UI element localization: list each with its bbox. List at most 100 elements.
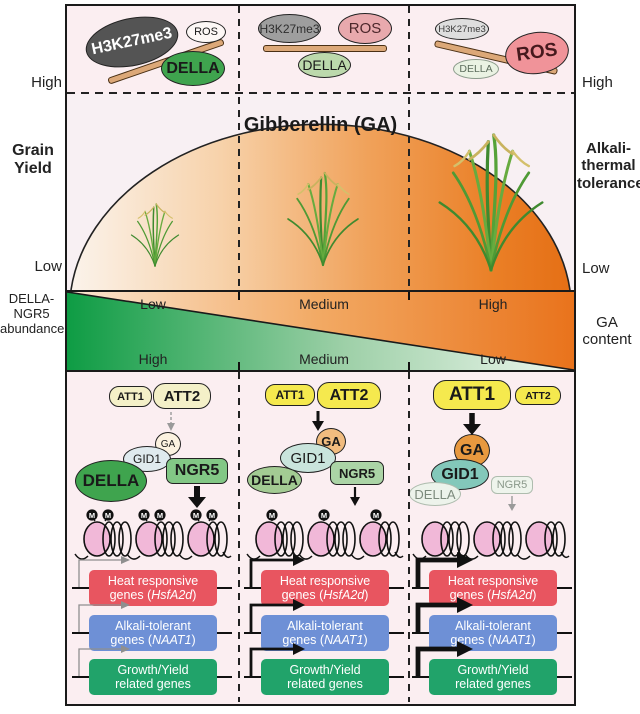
- gene-label-line2: genes (HsfA2d): [450, 588, 537, 602]
- column-divider-dashed: [238, 6, 240, 290]
- della-bubble: DELLA: [453, 59, 499, 79]
- ngr5-molecule: NGR5: [166, 458, 228, 484]
- gene-row-heat: Heat responsive genes (HsfA2d): [67, 554, 237, 606]
- wedge-bottom-label-high: High: [139, 351, 168, 367]
- growth-gene-box: Growth/Yield related genes: [429, 659, 557, 695]
- att1-box: ATT1: [265, 384, 315, 406]
- heat-gene-box: Heat responsive genes (HsfA2d): [261, 570, 389, 606]
- della-molecule: DELLA: [75, 460, 147, 502]
- balance-panel-low-ga: H3K27me3 ROS DELLA: [67, 6, 239, 92]
- methyl-mark: M: [193, 511, 199, 520]
- gene-row-growth: Growth/Yield related genes: [239, 643, 409, 695]
- gene-row-heat: Heat responsive genes (HsfA2d): [239, 554, 409, 606]
- gene-row-alkali: Alkali-tolerant genes (NAAT1): [407, 597, 574, 651]
- column-divider-dashed: [408, 6, 410, 290]
- main-figure-frame: H3K27me3 ROS DELLA H3K27me3 ROS DELLA H3…: [65, 4, 576, 706]
- gene-label-prefix: genes (: [281, 588, 324, 602]
- left-axis-low-label: Low: [34, 258, 62, 275]
- gene-label-line1: Alkali-tolerant: [287, 618, 363, 633]
- transcription-arrow-strong: [415, 641, 473, 676]
- gene-label-prefix: genes (: [110, 633, 153, 647]
- wedge-bottom-label-medium: Medium: [299, 351, 349, 367]
- methyl-mark: M: [89, 511, 95, 520]
- column-divider-dashed: [238, 372, 240, 702]
- right-axis-title-line2: thermal: [581, 157, 636, 175]
- gene-label-prefix: genes (: [109, 588, 152, 602]
- wedge-diagonal: [66, 291, 575, 371]
- methyl-mark: M: [373, 511, 379, 520]
- wedge-left-label: DELLA- NGR5 abundance: [0, 291, 65, 337]
- della-molecule: DELLA: [247, 466, 302, 494]
- heat-gene-box: Heat responsive genes (HsfA2d): [429, 570, 557, 606]
- gene-label-line1: Alkali-tolerant: [455, 618, 531, 633]
- wedge-left-line2: NGR5: [13, 305, 50, 321]
- h3k27me3-bubble: H3K27me3: [258, 14, 321, 43]
- ga-production-arrow-strong: [463, 413, 481, 435]
- divider-tick: [238, 362, 240, 370]
- gene-label-suffix: ): [192, 588, 197, 602]
- balance-strip: H3K27me3 ROS DELLA H3K27me3 ROS DELLA H3…: [67, 6, 574, 92]
- high-level-dashed-line: [67, 92, 574, 94]
- mechanism-column-low-ga: ATT1 ATT2 GA GID1 DELLA NGR5: [67, 372, 239, 704]
- methyl-mark: M: [321, 511, 327, 520]
- heat-gene-box: Heat responsive genes (HsfA2d): [89, 570, 217, 606]
- gene-label-line1: Heat responsive: [107, 573, 199, 588]
- gene-label-line1: Growth/Yield: [117, 662, 189, 677]
- ga-dome-outline: [70, 123, 571, 291]
- wedge-right-line1: GA: [596, 314, 618, 331]
- gene-label-line2: genes (HsfA2d): [110, 588, 197, 602]
- gene-label-suffix: ): [532, 588, 537, 602]
- att1-box: ATT1: [109, 386, 152, 407]
- gene-label-prefix: related genes: [287, 677, 363, 691]
- ros-bubble: ROS: [186, 21, 226, 43]
- abundance-wedge-bar: Low Medium High High Medium Low: [66, 290, 575, 372]
- gene-label-prefix: related genes: [115, 677, 191, 691]
- ga-dome-graphic: [70, 123, 571, 291]
- gene-row-alkali: Alkali-tolerant genes (NAAT1): [67, 599, 237, 651]
- mechanism-column-high-ga: ATT1 ATT2 GA GID1 DELLA NGR5: [409, 372, 574, 704]
- gene-label-line1: Alkali-tolerant: [115, 618, 191, 633]
- transcription-arrow-weak: [78, 645, 130, 676]
- wedge-left-line3: abundance: [0, 320, 65, 336]
- att2-box: ATT2: [317, 382, 381, 409]
- methyl-mark: M: [157, 511, 163, 520]
- wedge-right-label: GA content: [578, 314, 636, 349]
- gene-label-line1: Heat responsive: [447, 573, 539, 588]
- transcription-arrow-strong: [415, 552, 473, 587]
- methyl-mark: M: [105, 511, 111, 520]
- chromatin-medium-methylation: M M M: [246, 509, 404, 560]
- att2-box: ATT2: [153, 383, 211, 409]
- left-axis-title: Grain Yield: [4, 142, 62, 179]
- gene-row-heat: Heat responsive genes (HsfA2d): [407, 552, 574, 606]
- transcription-arrow-strong: [415, 597, 473, 632]
- wedge-top-label-high: High: [479, 296, 508, 312]
- transcription-arrow-medium: [249, 599, 305, 632]
- balance-panel-medium-ga: H3K27me3 ROS DELLA: [239, 6, 409, 92]
- wedge-top-label-medium: Medium: [299, 296, 349, 312]
- growth-gene-box: Growth/Yield related genes: [89, 659, 217, 695]
- gene-label-prefix: genes (: [282, 633, 325, 647]
- divider-tick: [408, 362, 410, 370]
- della-bubble: DELLA: [298, 52, 351, 78]
- ga-production-arrow-medium: [312, 411, 324, 431]
- gene-label-line2: genes (HsfA2d): [282, 588, 369, 602]
- gene-label-suffix: ): [191, 633, 196, 647]
- ngr5-activity-arrow-weak: [508, 496, 516, 511]
- gene-label-line2: genes (NAAT1): [450, 633, 535, 647]
- gene-name-italic: HsfA2d: [151, 588, 193, 602]
- gene-label-line1: Heat responsive: [279, 573, 371, 588]
- gene-label-line2: genes (NAAT1): [110, 633, 195, 647]
- gene-label-line2: related genes: [287, 677, 363, 691]
- left-axis-title-line1: Grain: [12, 142, 54, 159]
- ngr5-molecule: NGR5: [330, 461, 384, 485]
- right-axis-low-label: Low: [582, 260, 610, 277]
- gene-row-alkali: Alkali-tolerant genes (NAAT1): [239, 599, 409, 651]
- h3k27me3-bubble: H3K27me3: [435, 18, 489, 40]
- left-axis-title-line2: Yield: [14, 160, 52, 178]
- gene-name-italic: HsfA2d: [323, 588, 365, 602]
- methyl-mark: M: [141, 511, 147, 520]
- wedge-right-line2: content: [582, 331, 632, 349]
- methyl-mark: M: [209, 511, 215, 520]
- gene-row-growth: Growth/Yield related genes: [407, 641, 574, 695]
